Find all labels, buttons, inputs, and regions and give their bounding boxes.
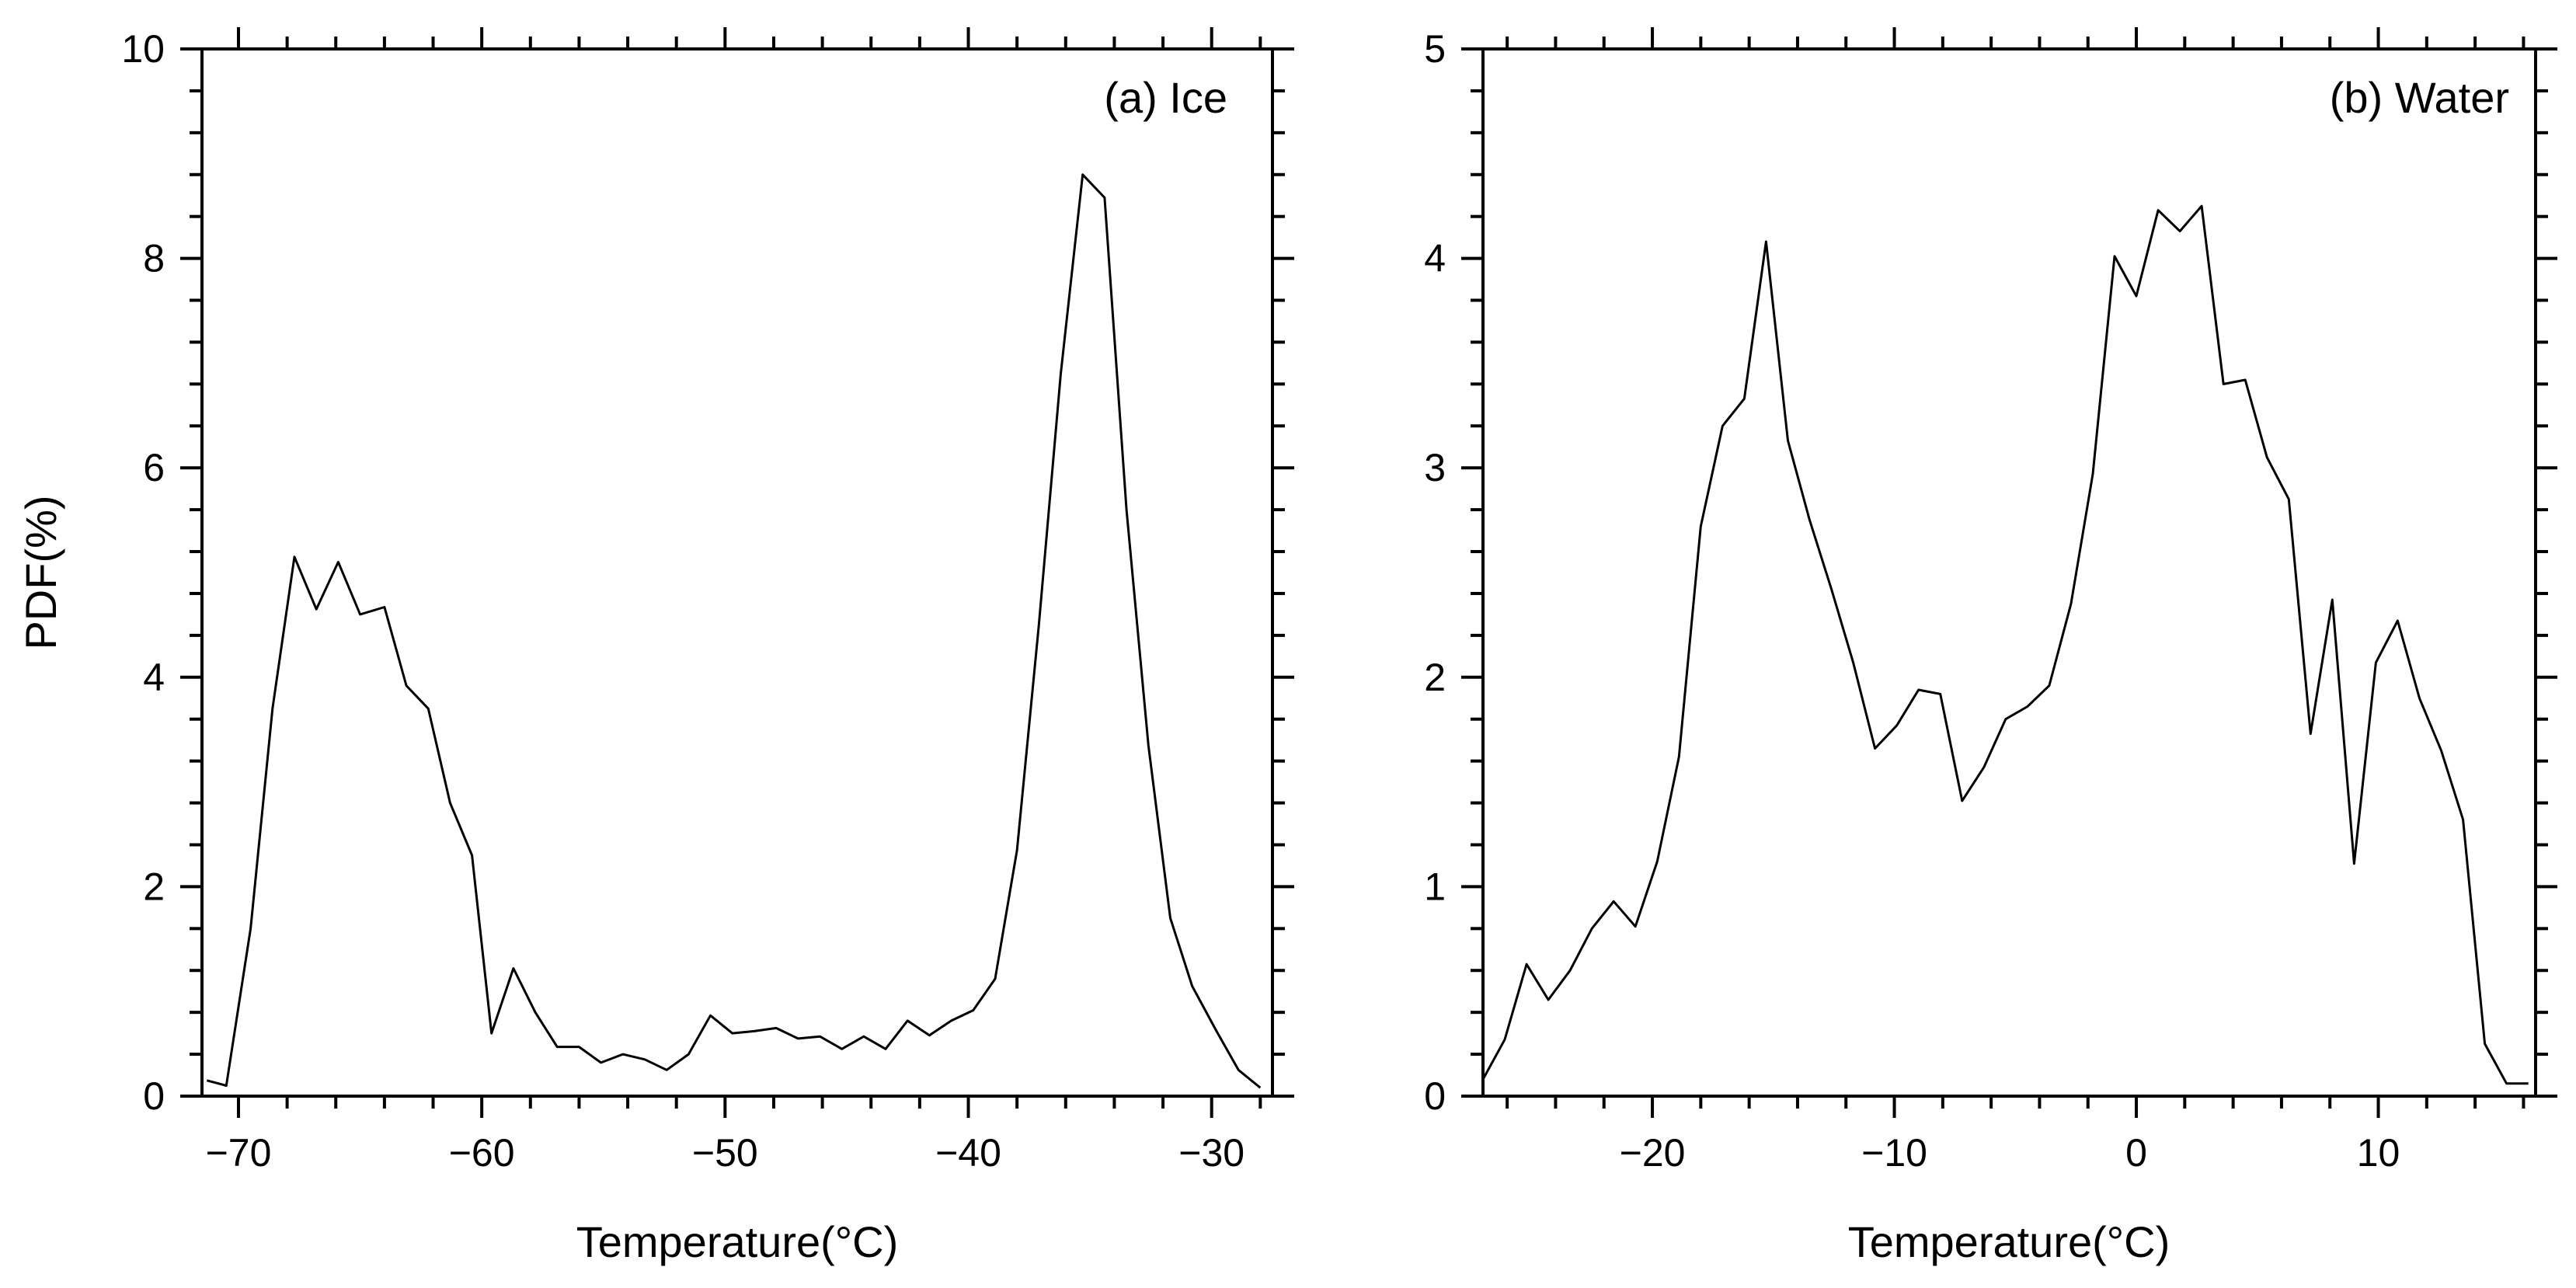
x-tick-label: 0 [2125,1131,2147,1175]
panel-water: −20 −10 0 10 0 1 2 3 4 5 (b) Water Temperature(°… [1424,27,2557,1266]
y-tick-label: 6 [143,446,165,489]
y-tick-labels: 0 1 2 3 4 5 [1424,27,1446,1118]
x-axis-title: Temperature(°C) [576,1217,899,1266]
x-tick-label: −10 [1861,1131,1927,1175]
water-pdf-line [1481,204,2529,1085]
y-tick-label: 4 [1424,237,1446,280]
y-tick-label: 0 [1424,1074,1446,1118]
x-tick-labels: −20 −10 0 10 [1620,1131,2400,1175]
panel-title: (b) Water [2330,73,2509,122]
x-tick-label: −50 [692,1131,758,1175]
y-tick-label: 0 [143,1074,165,1118]
panel-ice: −70 −60 −50 −40 −30 0 2 4 6 8 10 (a) Ice Temperat… [16,27,1294,1266]
y-tick-label: 5 [1424,27,1446,71]
x-tick-label: −40 [935,1131,1001,1175]
y-axis-title: PDF(%) [16,495,65,649]
ice-pdf-line [206,173,1262,1089]
x-axis-title: Temperature(°C) [1848,1217,2170,1266]
y-tick-label: 1 [1424,865,1446,908]
x-tick-label: −60 [449,1131,515,1175]
plot-frame [200,47,1274,1098]
y-tick-labels: 0 2 4 6 8 10 [121,27,165,1118]
y-tick-label: 10 [121,27,165,71]
x-tick-label: −30 [1178,1131,1244,1175]
x-tick-label: −20 [1620,1131,1686,1175]
x-tick-label: −70 [206,1131,272,1175]
y-tick-label: 8 [143,237,165,280]
ticks [180,27,1294,1118]
y-tick-label: 3 [1424,446,1446,489]
x-tick-labels: −70 −60 −50 −40 −30 [206,1131,1245,1175]
ticks [1461,27,2557,1118]
plot-frame [1481,47,2537,1098]
x-tick-label: 10 [2357,1131,2400,1175]
y-tick-label: 4 [143,656,165,699]
panel-title: (a) Ice [1104,73,1227,122]
y-tick-label: 2 [1424,656,1446,699]
y-tick-label: 2 [143,865,165,908]
